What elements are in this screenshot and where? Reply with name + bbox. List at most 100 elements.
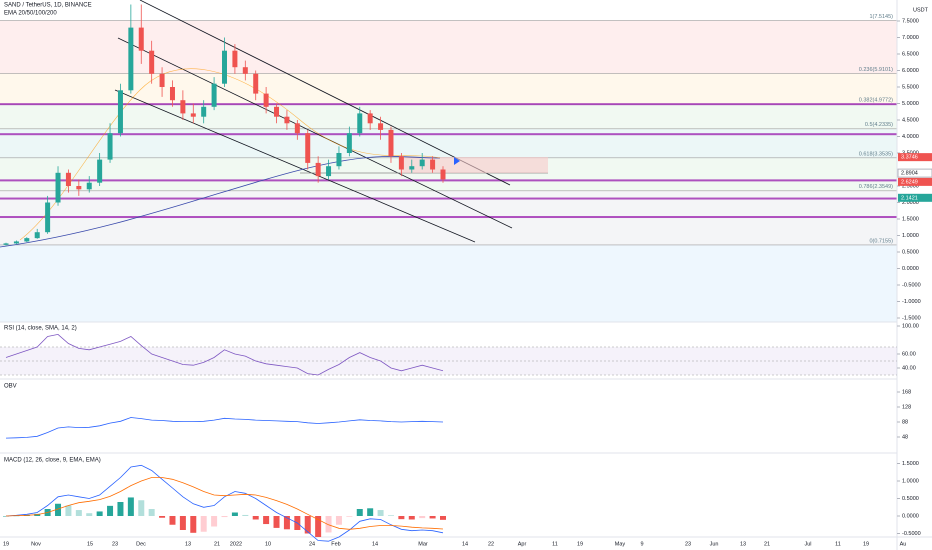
- channel-line: [117, 37, 513, 229]
- macd-hist-bar: [148, 509, 155, 516]
- level-line: [0, 216, 897, 219]
- fib-label: 0.382(4.9772): [859, 98, 893, 104]
- candle-body: [34, 232, 40, 239]
- candle-body: [24, 238, 30, 242]
- macd-hist-bar: [273, 516, 280, 528]
- fib-zones: 1(7.5145) 0.236(5.9101) 0.382(4.9772) 0.5(4…: [0, 14, 897, 322]
- unit-label: USDT: [913, 7, 929, 13]
- candle-body: [357, 113, 363, 134]
- macd-hist-bar: [159, 516, 166, 518]
- time-label: 11: [835, 541, 841, 547]
- time-label: 19: [3, 541, 9, 547]
- macd-hist-bar: [3, 516, 9, 517]
- pane-tick-label: -0.5000: [902, 531, 921, 537]
- price-tag: [898, 177, 932, 186]
- price-tag: [898, 193, 932, 202]
- price-tick-label: 4.5000: [902, 117, 919, 123]
- time-label: Apr: [518, 541, 527, 547]
- pane-tick-label: 168: [902, 389, 911, 395]
- candle-body: [409, 166, 415, 170]
- candle-body: [398, 156, 404, 170]
- macd-hist-bar: [398, 516, 405, 520]
- time-label: 2022: [230, 541, 242, 547]
- price-tick-label: 6.0000: [902, 68, 919, 74]
- fib-label: 0(0.7155): [869, 238, 893, 244]
- time-label: 11: [552, 541, 558, 547]
- price-tick-label: 7.0000: [902, 35, 919, 41]
- candle-body: [263, 93, 269, 107]
- macd-hist-bar: [408, 516, 415, 520]
- time-label: Nov: [31, 541, 41, 547]
- candle-body: [13, 241, 19, 244]
- pane-tick-label: 60.00: [902, 351, 916, 357]
- fib-label: 0.236(5.9101): [859, 67, 893, 73]
- pane-tick-label: 48: [902, 434, 908, 440]
- macd-hist-bar: [200, 516, 207, 532]
- level-line: [0, 197, 897, 200]
- fib-label: 0.618(3.3535): [859, 151, 893, 157]
- time-label: 22: [488, 541, 494, 547]
- macd-hist-bar: [315, 516, 322, 537]
- candle-body: [222, 50, 227, 84]
- price-tick-label: 6.5000: [902, 51, 919, 57]
- macd-hist-bar: [75, 510, 82, 516]
- level-line: [0, 179, 897, 182]
- macd-hist-bar: [221, 516, 228, 518]
- fib-label: 1(7.5145): [869, 14, 893, 20]
- macd-hist-bar: [263, 516, 270, 525]
- price-tag: [897, 168, 932, 178]
- candle-body: [253, 73, 259, 94]
- candle-body: [149, 50, 155, 74]
- pane-tick-label: 100.00: [902, 323, 919, 329]
- macd-hist-bar: [190, 516, 197, 533]
- time-label: Au: [900, 541, 907, 547]
- candle-body: [201, 106, 207, 117]
- candle-body: [388, 129, 394, 157]
- candle-body: [190, 113, 196, 117]
- macd-hist-bar: [325, 516, 332, 533]
- time-label: 10: [265, 541, 271, 547]
- candle-body: [169, 87, 175, 101]
- fib-zone: [0, 20, 897, 74]
- macd-hist-bar: [179, 516, 186, 530]
- price-tick-label: -0.5000: [902, 282, 921, 288]
- macd-hist-bar: [86, 513, 93, 516]
- macd-hist-bar: [377, 510, 384, 516]
- macd-hist-bar: [283, 516, 290, 530]
- price-tag-label: 2.1421: [901, 195, 918, 201]
- price-tick-label: 2.0000: [902, 200, 919, 206]
- candle-body: [180, 100, 186, 114]
- fib-label: 0.786(2.3549): [859, 184, 893, 190]
- rsi-title: RSI (14, close, SMA, 14, 2): [4, 326, 77, 332]
- candle-body: [440, 169, 446, 180]
- channel-line: [114, 89, 476, 243]
- candle-body: [86, 182, 92, 190]
- pane-tick-label: 40.00: [902, 365, 916, 371]
- fib-label: 0.5(4.2335): [865, 122, 893, 128]
- signal-line: [5, 477, 444, 530]
- macd-hist-bar: [419, 516, 426, 519]
- candle-body: [315, 162, 321, 177]
- macd-hist-bar: [440, 516, 446, 520]
- pane-tick-label: 0.0000: [902, 513, 919, 519]
- macd-line: [5, 464, 444, 542]
- macd-hist-bar: [242, 514, 249, 516]
- candle-body: [128, 27, 134, 91]
- time-label: 21: [214, 541, 220, 547]
- price-tag-label: 3.3746: [901, 155, 918, 161]
- macd-hist-bar: [211, 516, 218, 527]
- ema-100: [19, 68, 441, 241]
- price-tag: [898, 153, 932, 162]
- time-label: Mar: [418, 541, 428, 547]
- fib-zone: [0, 244, 897, 322]
- candles: [3, 4, 446, 246]
- macd-hist-bar: [231, 512, 238, 516]
- fib-zone: [0, 128, 897, 158]
- macd-hist-bar: [429, 516, 436, 519]
- price-tick-label: 5.0000: [902, 101, 919, 107]
- time-label: 14: [462, 541, 468, 547]
- time-label: Jun: [710, 541, 719, 547]
- price-tick-label: 1.0000: [902, 233, 919, 239]
- candle-body: [284, 116, 290, 124]
